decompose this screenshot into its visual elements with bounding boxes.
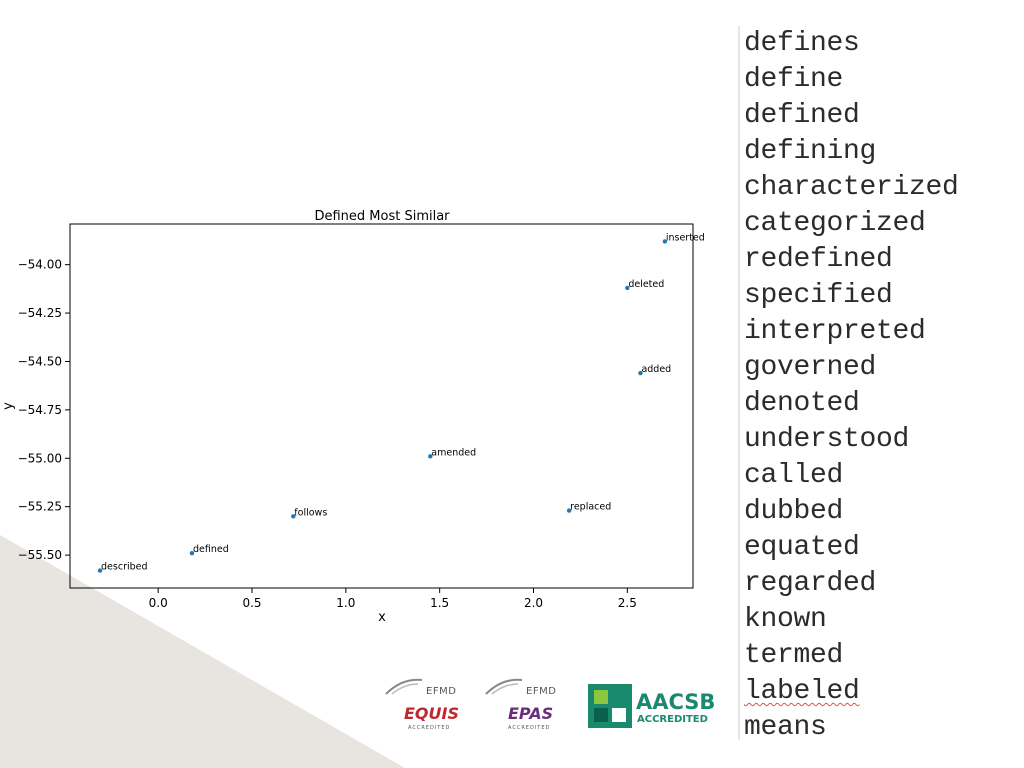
word-list-item: specified [744, 280, 893, 311]
word-list-item: dubbed [744, 496, 844, 527]
similar-words-list: defines define defined defining characterize… [738, 26, 1022, 743]
data-point-amended [428, 454, 433, 459]
word-list-item: governed [744, 352, 877, 383]
data-point-replaced [566, 508, 572, 513]
y-tick-label: −54.25 [18, 306, 62, 320]
point-label-amended: amended [431, 447, 476, 458]
word-list-item: known [744, 604, 827, 635]
scatter-points: inserted deleted added amended replaced follo… [97, 232, 705, 573]
data-point-inserted [662, 239, 668, 244]
x-tick-label: 2.0 [524, 596, 543, 610]
y-axis: −54.00 −54.25 −54.50 −54.75 −55.00 −55.25 −55.… [18, 258, 70, 562]
chart-title: Defined Most Similar [314, 209, 450, 224]
word-list-item: means [744, 712, 827, 743]
point-label-follows: follows [294, 507, 327, 518]
data-point-deleted [625, 285, 630, 291]
y-tick-label: −54.00 [18, 258, 62, 272]
aacsb-accredited: ACCREDITED [637, 714, 708, 725]
y-tick-label: −55.00 [18, 451, 62, 465]
word-list-item: define [744, 64, 844, 95]
x-tick-label: 1.5 [430, 596, 449, 610]
x-axis: 0.0 0.5 1.0 1.5 2.0 2.5 [149, 588, 637, 610]
efmd-swoosh-icon [485, 678, 523, 695]
data-point-described [97, 568, 103, 573]
point-label-deleted: deleted [628, 279, 664, 290]
epas-accredited: ACCREDITED [508, 725, 551, 731]
word-list-item: regarded [744, 568, 877, 599]
x-tick-label: 1.0 [336, 596, 355, 610]
word-list-item: defines [744, 28, 860, 59]
equis-name: EQUIS [404, 704, 459, 723]
word-list-item: defined [744, 100, 860, 131]
word-list-item: denoted [744, 388, 860, 419]
y-tick-label: −54.50 [18, 354, 62, 368]
aacsb-name: AACSB [636, 690, 716, 714]
equis-accredited: ACCREDITED [408, 725, 451, 731]
point-label-inserted: inserted [666, 232, 705, 243]
x-tick-label: 0.0 [149, 596, 168, 610]
word-list-item: labeled [744, 676, 860, 707]
word-list-item: redefined [744, 244, 893, 275]
data-point-added [638, 370, 643, 376]
accreditation-logos: EFMD EQUIS ACCREDITED EFMD EPAS ACCREDIT… [380, 676, 720, 736]
point-label-described: described [101, 562, 148, 573]
word-list-item: equated [744, 532, 860, 563]
word-list-item: called [744, 460, 844, 491]
background-wedge-shape [0, 535, 405, 768]
y-tick-label: −55.25 [18, 500, 62, 514]
epas-logo: EFMD EPAS ACCREDITED [484, 676, 564, 736]
y-axis-label: y [1, 402, 16, 410]
point-label-defined: defined [193, 544, 229, 555]
x-tick-label: 2.5 [618, 596, 637, 610]
word-list-item: characterized [744, 172, 959, 203]
equis-logo: EFMD EQUIS ACCREDITED [384, 676, 464, 736]
word-list-item: termed [744, 640, 844, 671]
word-list-item: understood [744, 424, 910, 455]
point-label-replaced: replaced [570, 502, 611, 513]
scatter-chart: Defined Most Similar −54.00−54.25−54.50−… [1, 209, 705, 625]
efmd-swoosh-icon [385, 678, 423, 695]
y-tick-label: −55.50 [18, 548, 62, 562]
x-axis-label: x [378, 610, 386, 625]
word-list-item: categorized [744, 208, 926, 239]
word-list-item: interpreted [744, 316, 926, 347]
x-tick-label: 0.5 [242, 596, 261, 610]
word-list-item: defining [744, 136, 877, 167]
data-point-defined [189, 550, 195, 556]
y-tick-label: −54.75 [18, 403, 62, 417]
epas-name: EPAS [508, 704, 554, 723]
data-point-follows [291, 514, 296, 519]
plot-area-frame [69, 223, 694, 589]
aacsb-emblem-icon [588, 684, 632, 728]
equis-org: EFMD [426, 686, 457, 697]
point-label-added: added [641, 364, 671, 375]
epas-org: EFMD [526, 686, 557, 697]
aacsb-logo: AACSB ACCREDITED [588, 676, 718, 736]
